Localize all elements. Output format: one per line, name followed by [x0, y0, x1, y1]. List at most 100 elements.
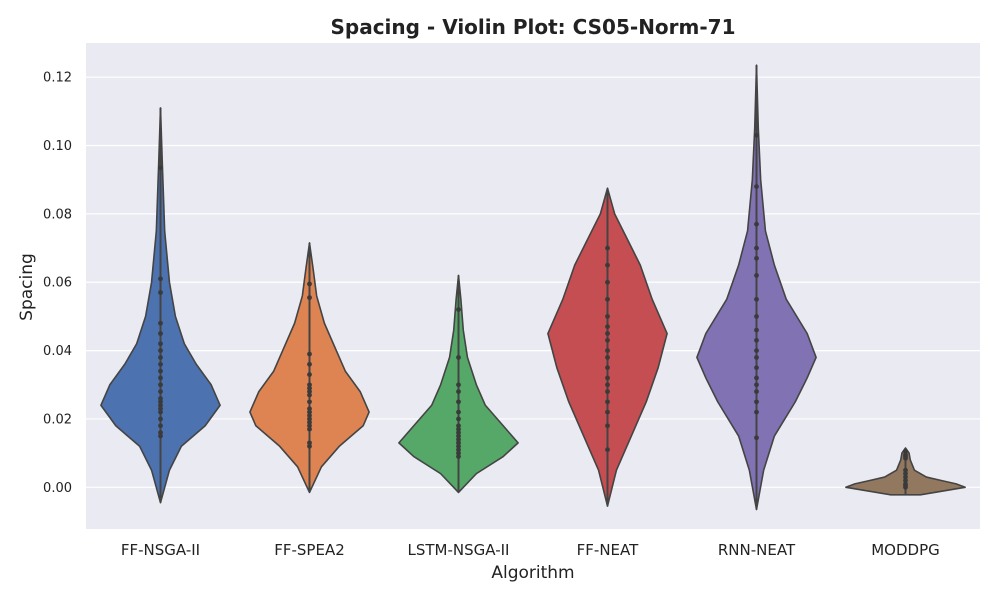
- violin-point: [158, 331, 163, 336]
- x-tick-label: FF-NEAT: [577, 541, 639, 559]
- violin-point: [158, 361, 163, 367]
- violin-point: [307, 440, 312, 446]
- violin-point: [456, 447, 461, 453]
- violin-point: [158, 416, 163, 422]
- violin-point: [754, 348, 759, 353]
- violin-point: [307, 351, 312, 357]
- violin-point: [754, 255, 759, 261]
- violin-point: [754, 435, 759, 441]
- violin-point: [605, 331, 610, 336]
- violin-point: [754, 389, 759, 395]
- violin-point: [456, 307, 461, 312]
- y-axis-title: Spacing: [17, 253, 37, 321]
- violin-point: [754, 399, 759, 405]
- violin-point: [605, 423, 610, 429]
- violin-point: [605, 365, 610, 371]
- violin-point: [158, 348, 163, 353]
- violin-point: [754, 184, 759, 189]
- violin-point: [754, 365, 759, 371]
- violin-point: [605, 447, 610, 453]
- gridlines: [86, 76, 980, 488]
- violin-point: [158, 355, 163, 360]
- violin-point: [605, 399, 610, 405]
- y-tick-labels: 0.00 0.02 0.04 0.06 0.08 0.10 0.12: [43, 71, 72, 496]
- violin-point: [456, 416, 461, 422]
- violin-point: [158, 276, 163, 282]
- violin-point: [456, 355, 461, 360]
- violin-point: [456, 426, 461, 432]
- violin-group: [249, 242, 370, 494]
- x-tick-label: FF-SPEA2: [274, 541, 345, 559]
- violin-point: [754, 375, 759, 381]
- violin-point: [158, 389, 163, 395]
- violin-group: [845, 447, 966, 496]
- violin-point: [456, 450, 461, 456]
- violin-point: [605, 324, 610, 330]
- violin-point: [158, 396, 163, 401]
- violins: [100, 64, 966, 511]
- x-tick-label: LSTM-NSGA-II: [408, 541, 510, 559]
- y-tick-label: 0.12: [43, 71, 72, 86]
- violin-point: [307, 416, 312, 422]
- violin-group: [696, 64, 817, 511]
- violin-point: [158, 406, 163, 412]
- violin-point: [158, 320, 163, 326]
- chart-title: Spacing - Violin Plot: CS05-Norm-71: [330, 15, 735, 39]
- violin-point: [307, 413, 312, 418]
- x-tick-labels: FF-NSGA-II FF-SPEA2 LSTM-NSGA-II FF-NEAT RNN…: [121, 541, 940, 559]
- x-tick-label: MODDPG: [871, 541, 940, 559]
- violin-point: [307, 443, 312, 449]
- violin-point: [307, 426, 312, 432]
- violin-point: [903, 467, 908, 473]
- violin-point: [307, 399, 312, 405]
- violin-point: [903, 484, 908, 490]
- violin-point: [605, 375, 610, 381]
- violin-point: [307, 385, 312, 391]
- violin-point: [456, 382, 461, 388]
- violin-point: [605, 337, 610, 343]
- violin-point: [456, 433, 461, 439]
- violin-point: [605, 355, 610, 360]
- violin-point: [158, 290, 163, 295]
- violin-point: [605, 279, 610, 285]
- violin-point: [456, 430, 461, 436]
- violin-point: [605, 296, 610, 302]
- violin-point: [903, 478, 908, 483]
- violin-group: [547, 187, 668, 507]
- violin-point: [158, 402, 163, 408]
- violin-point: [158, 430, 163, 436]
- violin-point: [456, 399, 461, 405]
- violin-point: [307, 409, 312, 415]
- violin-point: [605, 245, 610, 251]
- violin-point: [456, 440, 461, 446]
- violin-point: [903, 449, 908, 454]
- x-axis-title: Algorithm: [491, 563, 574, 583]
- violin-point: [605, 314, 610, 319]
- violin-point: [456, 409, 461, 415]
- violin-point: [903, 474, 908, 480]
- violin-point: [605, 262, 610, 268]
- violin-point: [158, 375, 163, 381]
- y-tick-label: 0.04: [43, 344, 72, 359]
- violin-point: [456, 454, 461, 459]
- violin-point: [754, 245, 759, 251]
- y-tick-label: 0.02: [43, 412, 72, 427]
- violin-point: [456, 423, 461, 429]
- violin-point: [605, 409, 610, 415]
- violin-group: [398, 274, 519, 494]
- violin-point: [307, 392, 312, 398]
- x-tick-label: FF-NSGA-II: [121, 541, 200, 559]
- violin-point: [456, 443, 461, 449]
- violin-point: [754, 355, 759, 360]
- violin-point: [903, 455, 908, 461]
- violin-point: [307, 372, 312, 377]
- violin-point: [307, 423, 312, 429]
- violin-point: [605, 348, 610, 353]
- violin-point: [456, 437, 461, 442]
- violin-point: [605, 382, 610, 388]
- violin-point: [307, 295, 312, 301]
- violin-point: [754, 327, 759, 333]
- violin-point: [158, 382, 163, 388]
- violin-point: [754, 337, 759, 343]
